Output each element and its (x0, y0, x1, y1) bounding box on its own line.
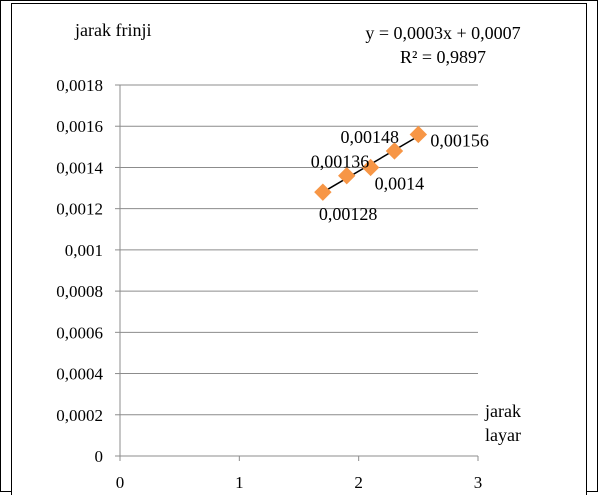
data-point-marker (338, 166, 356, 185)
x-tick-labels: 0 1 2 3 (116, 473, 483, 492)
x-tick-label: 3 (474, 473, 483, 492)
y-tick-labels: 0 0,0002 0,0004 0,0006 0,0008 0,001 0,0012 0,00… (56, 76, 103, 466)
y-tick-label: 0 (95, 447, 104, 466)
trendline-equation: y = 0,0003x + 0,0007 (365, 23, 520, 43)
data-points (314, 125, 428, 201)
data-label: 0,00148 (340, 127, 399, 147)
data-point-marker (361, 158, 380, 177)
y-axis-label: jarak frinji (74, 20, 151, 40)
data-label: 0,00128 (319, 204, 378, 224)
trendline-r-squared: R² = 0,9897 (400, 47, 486, 67)
y-tick-label: 0,0006 (56, 323, 103, 342)
y-tick-label: 0,0008 (56, 282, 103, 301)
gridlines (120, 84, 478, 416)
x-tick-label: 1 (235, 473, 244, 492)
x-axis-label: jarak layar (484, 401, 521, 445)
data-label: 0,00136 (311, 152, 370, 172)
axes: jarak layar (115, 84, 521, 461)
x-tick-label: 0 (116, 473, 125, 492)
x-tick-label: 2 (354, 473, 363, 492)
y-tick-label: 0,0016 (56, 117, 103, 136)
data-point-marker (385, 142, 404, 160)
data-label: 0,00156 (430, 130, 489, 150)
y-tick-label: 0,0018 (56, 76, 103, 95)
y-tick-label: 0,0004 (56, 365, 103, 384)
y-tick-label: 0,0002 (56, 406, 103, 425)
data-point-marker (314, 183, 332, 201)
y-tick-label: 0,001 (65, 241, 103, 260)
data-point-marker (409, 125, 428, 144)
data-label: 0,0014 (375, 173, 425, 193)
y-tick-label: 0,0014 (56, 158, 103, 177)
y-tick-label: 0,0012 (56, 200, 103, 219)
